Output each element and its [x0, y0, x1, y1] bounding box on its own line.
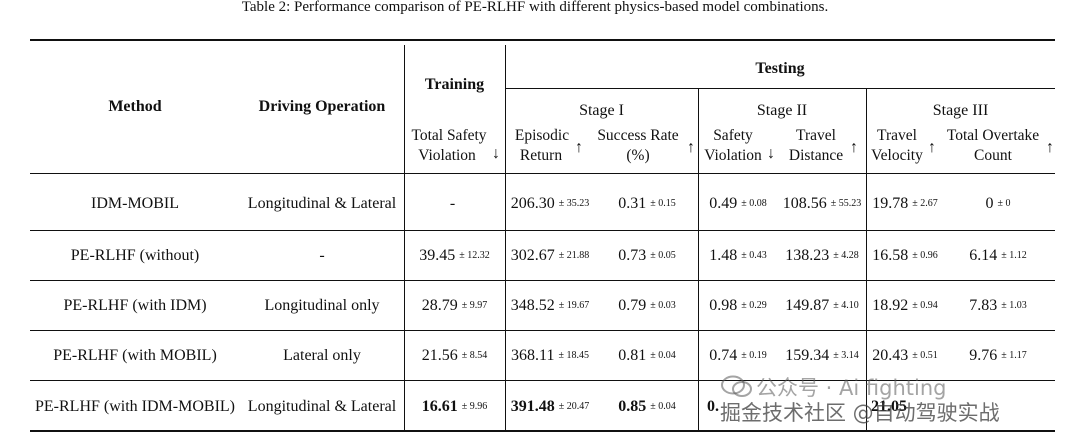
metric-oc-line2: Count — [974, 147, 1012, 164]
row-1-oc: 0 ± 0 — [985, 194, 1011, 212]
row-3-er: 348.52 ± 19.67 — [510, 296, 590, 314]
up-arrow-icon: ↑ — [850, 139, 858, 156]
row-2-operation: - — [319, 246, 325, 264]
bottom-rule — [30, 430, 1055, 432]
metric-td-line2: Distance — [788, 147, 844, 164]
table-caption: Table 2: Performance comparison of PE-RL… — [241, 0, 829, 15]
row-4-oc: 9.76 ± 1.17 — [969, 346, 1027, 364]
row-3-sr: 0.79 ± 0.03 — [618, 296, 676, 314]
row-2-er: 302.67 ± 21.88 — [510, 246, 590, 264]
metric-sv-line1: Safety — [713, 127, 753, 144]
header-rule — [30, 173, 1055, 174]
metric-er-line1: Episodic — [514, 127, 570, 144]
up-arrow-icon: ↑ — [687, 139, 695, 156]
row-3-oc: 7.83 ± 1.03 — [969, 296, 1027, 314]
row-4-sv: 0.74 ± 0.19 — [709, 346, 767, 364]
row-1-er: 206.30 ± 35.23 — [510, 194, 590, 212]
row-2-tsv: 39.45 ± 12.32 — [419, 246, 490, 264]
metric-tsv-line2: Violation — [418, 147, 476, 164]
row-4-method: PE-RLHF (with MOBIL) — [53, 346, 217, 364]
row-5-method: PE-RLHF (with IDM-MOBIL) — [35, 397, 235, 415]
metric-sv-line2: Violation — [704, 147, 762, 164]
row-4-sr: 0.81 ± 0.04 — [618, 346, 676, 364]
vline-stage3 — [866, 88, 867, 430]
up-arrow-icon: ↑ — [575, 139, 583, 156]
row-1-sv: 0.49 ± 0.08 — [709, 194, 767, 212]
row-5-sr: 0.85 ± 0.04 — [618, 397, 676, 415]
row-3-tv: 18.92 ± 0.94 — [872, 296, 938, 314]
row-1-tv: 19.78 ± 2.67 — [872, 194, 938, 212]
row-3-sv: 0.98 ± 0.29 — [709, 296, 767, 314]
wechat-icon — [721, 375, 752, 397]
row-2-sv: 1.48 ± 0.43 — [709, 246, 767, 264]
row-3-tsv: 28.79 ± 9.97 — [421, 296, 488, 314]
row-3-td: 149.87 ± 4.10 — [785, 296, 859, 314]
row-4-er: 368.11 ± 18.45 — [511, 346, 589, 364]
row-5-tv: 21.05 — [871, 397, 907, 415]
header-testing: Testing — [755, 59, 805, 77]
row-2-method: PE-RLHF (without) — [70, 246, 200, 264]
watermark-line-1: 公众号 · Ai fighting — [756, 376, 947, 400]
vline-training — [404, 45, 405, 430]
metric-td-line1: Travel — [796, 127, 836, 144]
row-rule-4 — [30, 380, 1055, 381]
header-method: Method — [108, 97, 162, 115]
row-1-method: IDM-MOBIL — [91, 194, 179, 212]
metric-er-line2: Return — [519, 147, 563, 164]
row-1-operation: Longitudinal & Lateral — [247, 194, 397, 212]
down-arrow-icon: ↓ — [767, 145, 775, 162]
row-2-td: 138.23 ± 4.28 — [785, 246, 859, 264]
row-4-tv: 20.43 ± 0.51 — [872, 346, 938, 364]
row-1-tsv: - — [449, 194, 456, 212]
row-rule-3 — [30, 330, 1055, 331]
testing-rule — [505, 88, 1055, 89]
metric-tv-line2: Velocity — [871, 147, 923, 164]
metric-oc-line1: Total Overtake — [946, 127, 1040, 144]
row-2-oc: 6.14 ± 1.12 — [969, 246, 1027, 264]
row-5-sv: 0. — [707, 397, 719, 415]
row-2-tv: 16.58 ± 0.96 — [872, 246, 938, 264]
metric-tsv-line1: Total Safety — [411, 127, 487, 144]
row-4-td: 159.34 ± 3.14 — [785, 346, 859, 364]
watermark-line-2: 掘金技术社区 @自动驾驶实战 — [720, 401, 1000, 425]
row-3-method: PE-RLHF (with IDM) — [63, 296, 207, 314]
row-1-sr: 0.31 ± 0.15 — [618, 194, 676, 212]
row-rule-1 — [30, 230, 1055, 231]
header-training: Training — [424, 75, 485, 93]
row-5-er: 391.48 ± 20.47 — [510, 397, 590, 415]
row-5-tsv: 16.61 ± 9.96 — [421, 397, 488, 415]
up-arrow-icon: ↑ — [1046, 139, 1054, 156]
header-driving-operation: Driving Operation — [258, 97, 386, 115]
header-stage-1: Stage I — [579, 101, 624, 119]
down-arrow-icon: ↓ — [492, 145, 500, 162]
metric-tv-line1: Travel — [877, 127, 917, 144]
row-4-tsv: 21.56 ± 8.54 — [421, 346, 488, 364]
metric-sr-line1: Success Rate — [597, 127, 679, 144]
row-rule-2 — [30, 280, 1055, 281]
row-1-td: 108.56 ± 55.23 — [782, 194, 862, 212]
row-3-operation: Longitudinal only — [264, 296, 380, 314]
vline-stage2 — [698, 88, 699, 430]
vline-testing — [505, 45, 506, 430]
up-arrow-icon: ↑ — [928, 139, 936, 156]
header-stage-2: Stage II — [756, 101, 808, 119]
row-2-sr: 0.73 ± 0.05 — [618, 246, 676, 264]
top-rule — [30, 39, 1055, 41]
row-4-operation: Lateral only — [283, 346, 361, 364]
row-5-operation: Longitudinal & Lateral — [247, 397, 397, 415]
header-stage-3: Stage III — [932, 101, 989, 119]
metric-sr-line2: (%) — [626, 147, 650, 164]
